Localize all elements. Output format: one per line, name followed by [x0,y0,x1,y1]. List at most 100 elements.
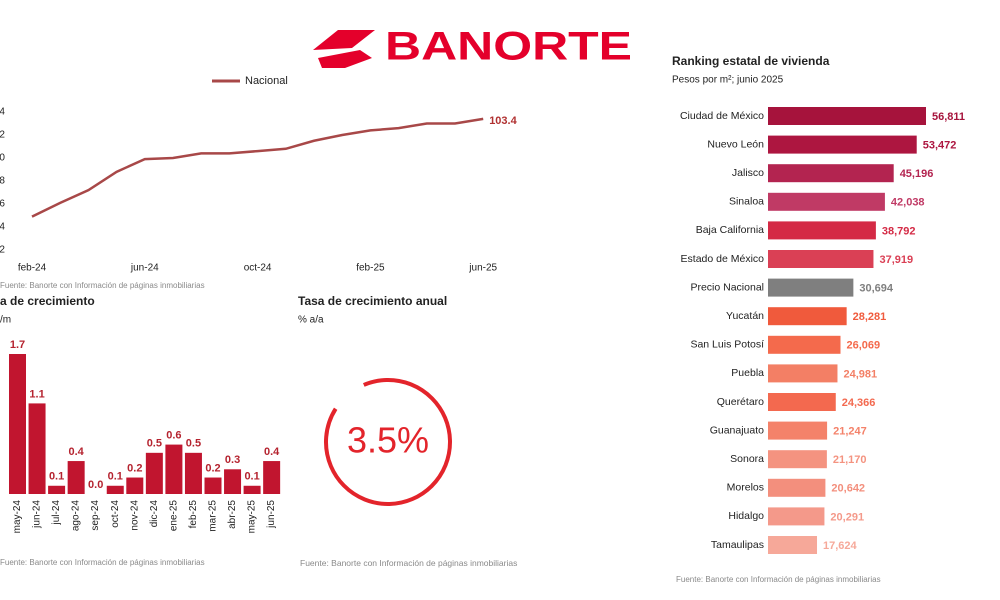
data-label: 30,694 [859,283,894,295]
source-note: Fuente: Banorte con Información de págin… [676,575,881,584]
x-tick-label: feb-25 [356,263,385,274]
x-tick-label: jul-24 [51,500,62,526]
data-label: 0.4 [264,446,280,458]
y-tick-label: Morelos [727,482,764,494]
y-tick-label: 96 [0,199,5,210]
data-label: 0.5 [147,438,162,450]
logo-text: BANORTE [385,25,632,69]
bar [768,507,825,526]
data-label: 103.4 [489,115,517,127]
bar [768,192,885,211]
bar [28,403,46,494]
y-tick-label: Precio Nacional [690,281,764,293]
bar [768,450,827,469]
chart-title: Ranking estatal de vivienda [672,54,830,68]
bar [224,469,242,494]
data-label: 0.2 [127,462,142,474]
y-tick-label: 92 [0,245,5,256]
data-label: 20,291 [830,511,864,523]
bar [768,107,926,125]
chart-subtitle: % a/a [298,315,324,326]
data-label: 0.1 [108,471,123,483]
x-tick-label: oct-24 [110,500,121,528]
line [31,117,484,218]
x-tick-label: abr-25 [227,500,238,529]
y-tick-label: Querétaro [717,396,764,408]
data-label: 20,642 [831,483,865,495]
chart-subtitle: /m [0,315,11,326]
y-tick-label: 102 [0,130,5,141]
x-tick-label: mar-25 [208,500,219,532]
data-label: 21,247 [833,426,867,438]
y-tick-label: Hidalgo [728,510,764,522]
y-tick-label: Guanajuato [710,424,764,436]
data-label: 37,919 [879,254,913,266]
x-tick-label: feb-24 [18,263,47,274]
source-note: Fuente: Banorte con Información de págin… [300,558,518,568]
bar [243,485,261,494]
x-tick-label: sep-24 [90,500,101,531]
data-label: 42,038 [891,197,925,209]
data-label: 38,792 [882,225,916,237]
x-tick-label: feb-25 [188,500,199,529]
bar [263,461,281,494]
bar [768,478,826,497]
data-label: 0.0 [88,479,103,491]
data-label: 28,281 [853,311,887,323]
y-tick-label: 100 [0,153,5,164]
source-note: Fuente: Banorte con Información de págin… [0,558,205,567]
data-label: 45,196 [900,168,934,180]
x-tick-label: jun-24 [130,263,159,274]
bar [768,536,818,554]
data-label: 0.6 [166,429,181,441]
y-tick-label: Sonora [730,453,764,465]
data-label: 0.4 [69,446,85,458]
x-tick-label: oct-24 [244,263,272,274]
bar [145,452,163,494]
kpi-value: 3.5% [347,420,429,461]
y-tick-label: 104 [0,107,5,118]
source-note: Fuente: Banorte con Información de págin… [0,281,205,290]
data-label: 56,811 [932,111,965,123]
y-tick-label: Sinaloa [729,196,764,208]
bar [768,421,828,440]
y-tick-label: Jalisco [732,167,764,179]
data-label: 1.7 [10,339,25,351]
bar [768,307,847,326]
x-tick-label: may-25 [247,500,258,534]
data-label: 0.5 [186,438,201,450]
x-tick-label: may-24 [12,500,23,534]
y-tick-label: Baja California [696,224,764,236]
bar [768,364,838,383]
x-tick-label: jun-25 [468,263,497,274]
chart-title: Tasa de crecimiento anual [298,294,447,308]
x-tick-label: jun-25 [266,500,277,529]
bar [126,477,144,494]
data-label: 24,981 [843,368,877,380]
data-label: 17,624 [823,540,858,552]
x-tick-label: jun-24 [32,500,43,529]
bar [184,452,202,494]
y-tick-label: 98 [0,176,5,187]
data-label: 53,472 [923,140,957,152]
data-label: 0.1 [244,471,259,483]
y-tick-label: San Luis Potosí [690,339,764,351]
chart-title: a de crecimiento [0,294,95,308]
y-tick-label: Estado de México [681,253,765,265]
bar [67,461,85,494]
x-tick-label: ene-25 [168,500,179,532]
bar [768,164,894,183]
x-tick-label: nov-24 [129,500,140,531]
bar [768,221,876,240]
data-label: 24,366 [842,397,876,409]
legend-label: Nacional [245,75,288,87]
x-tick-label: ago-24 [71,500,82,532]
logo-symbol [313,30,375,68]
y-tick-label: Puebla [731,367,764,379]
bar [9,354,26,494]
bar [165,444,183,494]
y-tick-label: 94 [0,222,5,233]
bar [106,485,124,494]
